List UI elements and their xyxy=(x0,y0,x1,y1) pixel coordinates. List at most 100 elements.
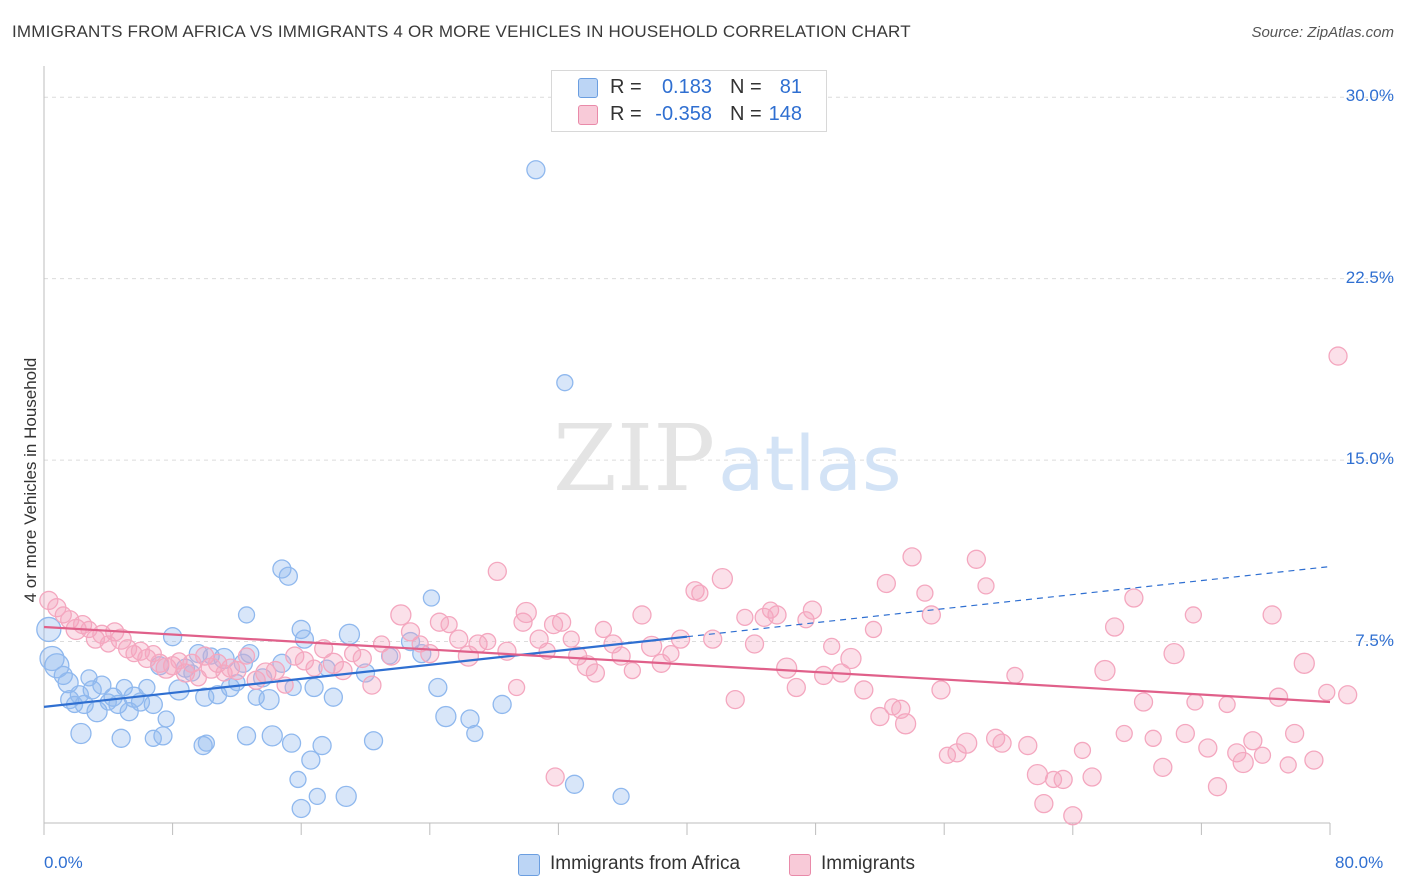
data-point xyxy=(110,628,132,650)
data-point xyxy=(1094,659,1116,682)
series-0 xyxy=(36,160,630,819)
r-label: R = xyxy=(610,103,642,125)
data-point xyxy=(237,647,256,665)
data-point xyxy=(1115,724,1133,743)
data-point xyxy=(460,709,480,729)
data-point xyxy=(36,616,62,643)
series-legend: Immigrants from Africa Immigrants xyxy=(0,852,1406,878)
data-point xyxy=(285,646,305,666)
data-point xyxy=(823,637,841,656)
data-point xyxy=(301,750,321,770)
data-point xyxy=(1034,793,1054,814)
watermark-zip: ZIP xyxy=(553,405,715,512)
data-point xyxy=(362,675,382,695)
data-point xyxy=(335,785,357,808)
data-point xyxy=(202,647,220,665)
data-point xyxy=(281,733,302,753)
data-point xyxy=(515,601,537,624)
data-point xyxy=(736,608,754,627)
data-point xyxy=(237,606,256,624)
data-point xyxy=(802,600,823,620)
n-label: N = xyxy=(730,76,762,98)
data-point xyxy=(632,605,652,625)
data-point xyxy=(294,651,315,671)
data-point xyxy=(138,678,156,697)
n-value: 148 xyxy=(768,103,802,125)
data-point xyxy=(1328,346,1348,366)
data-point xyxy=(1163,642,1185,665)
data-point xyxy=(323,687,344,707)
data-point xyxy=(1304,750,1324,770)
data-point xyxy=(1284,723,1305,744)
legend-label: Immigrants xyxy=(821,853,915,874)
data-point xyxy=(1198,738,1218,758)
y-axis-label: 4 or more Vehicles in Household xyxy=(21,357,40,603)
data-point xyxy=(312,735,332,756)
data-point xyxy=(278,566,298,586)
data-point xyxy=(813,665,834,686)
trend-line xyxy=(43,635,688,708)
data-point xyxy=(545,767,565,787)
data-point xyxy=(916,584,934,602)
data-point xyxy=(1053,769,1073,790)
data-point xyxy=(902,547,922,567)
data-point xyxy=(1338,685,1358,705)
legend-label: Immigrants from Africa xyxy=(550,853,741,874)
data-point xyxy=(870,706,890,727)
legend-swatch xyxy=(789,854,811,876)
data-point xyxy=(363,731,384,751)
r-value: -0.358 xyxy=(655,103,712,125)
data-point xyxy=(894,713,917,735)
data-point xyxy=(82,680,102,700)
axes xyxy=(43,66,1331,835)
data-point xyxy=(44,653,70,679)
data-point xyxy=(1082,767,1102,787)
data-point xyxy=(70,722,92,745)
legend-swatch-africa xyxy=(578,78,598,98)
data-point xyxy=(1268,687,1289,707)
data-point xyxy=(428,677,448,698)
data-point xyxy=(864,620,883,639)
data-point xyxy=(854,680,874,700)
data-point xyxy=(744,634,765,654)
data-point xyxy=(92,675,112,695)
data-point xyxy=(162,627,183,647)
data-point xyxy=(1175,723,1195,744)
data-point xyxy=(39,645,65,672)
data-point xyxy=(479,632,497,651)
chart-title: IMMIGRANTS FROM AFRICA VS IMMIGRANTS 4 O… xyxy=(12,22,911,41)
stats-legend: R = 0.183 N = 81 R = -0.358 N = 148 xyxy=(551,70,827,132)
data-point xyxy=(1063,806,1083,826)
data-point xyxy=(449,629,469,649)
trend-line-extension xyxy=(686,565,1331,638)
data-point xyxy=(333,660,353,681)
data-point xyxy=(611,646,631,666)
data-point xyxy=(1026,763,1049,786)
data-point xyxy=(921,605,941,625)
data-point xyxy=(711,567,734,590)
y-axis-label-wrap: 4 or more Vehicles in Household xyxy=(16,330,46,630)
data-point xyxy=(390,604,412,626)
data-point xyxy=(258,688,280,711)
data-point xyxy=(1006,666,1024,685)
data-point xyxy=(466,724,484,743)
data-point xyxy=(691,584,709,602)
watermark: ZIP atlas xyxy=(553,405,902,512)
data-point xyxy=(767,605,787,625)
data-point xyxy=(526,160,546,180)
data-point xyxy=(776,657,798,679)
data-point xyxy=(623,661,641,680)
x-tick-min: 0.0% xyxy=(44,853,83,872)
legend-row-immigrants: R = -0.358 N = 148 xyxy=(552,101,826,128)
trend-lines xyxy=(43,565,1331,708)
data-point xyxy=(487,561,507,582)
data-point xyxy=(1184,606,1203,624)
data-point xyxy=(585,663,606,683)
data-point xyxy=(400,622,421,642)
data-point xyxy=(1073,741,1092,760)
n-label: N = xyxy=(730,103,762,125)
data-point xyxy=(305,659,323,677)
data-point xyxy=(840,647,862,670)
data-point xyxy=(291,619,311,640)
data-point xyxy=(1232,751,1254,774)
